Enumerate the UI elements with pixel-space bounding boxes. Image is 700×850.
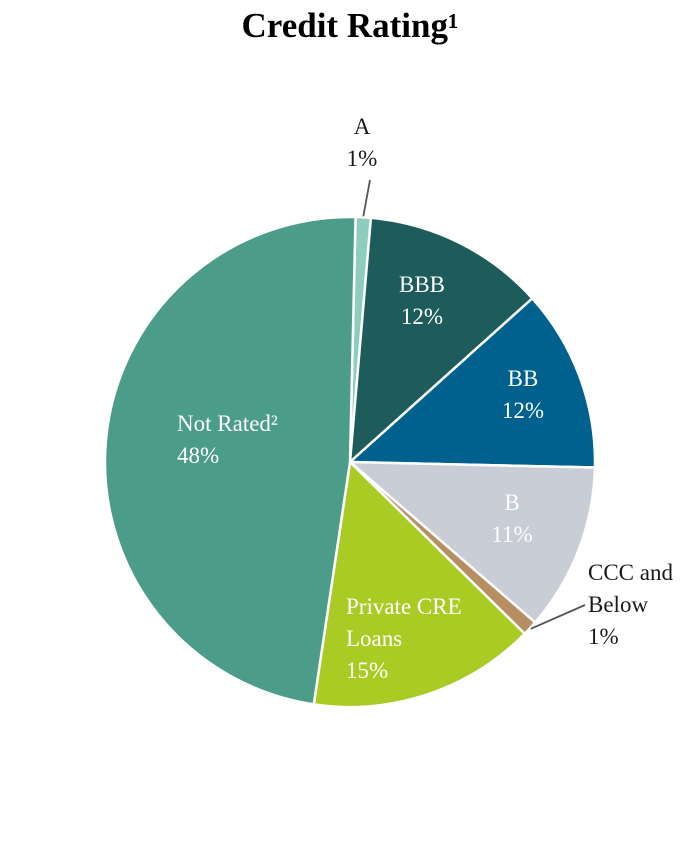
leader-line-ccc-and-below: [530, 604, 586, 630]
slice-label-ccc-and-below: CCC and Below 1%: [588, 560, 673, 649]
slice-label-bb: BB 12%: [502, 366, 544, 423]
pie-slice-b: [348, 460, 597, 624]
pie-slices: [103, 215, 597, 709]
slice-label-bbb: BBB 12%: [399, 272, 445, 329]
leader-lines: [362, 179, 586, 630]
slice-label-b: B 11%: [491, 490, 532, 547]
pie-slice-private-cre-loans: [312, 460, 526, 709]
pie-slice-bbb: [348, 216, 534, 464]
pie-slice-not-rated: [103, 215, 357, 706]
slice-label-private-cre-loans: Private CRE Loans 15%: [346, 594, 462, 683]
slice-label-not-rated: Not Rated² 48%: [177, 411, 278, 468]
pie-slice-bb: [348, 297, 597, 469]
chart-title: Credit Rating¹: [241, 6, 459, 45]
slice-labels: A 1% BBB 12% BB 12% B 11% CCC and Below 1% Private …: [177, 114, 673, 683]
leader-line-a: [362, 179, 371, 217]
slice-label-a: A 1%: [347, 114, 378, 171]
